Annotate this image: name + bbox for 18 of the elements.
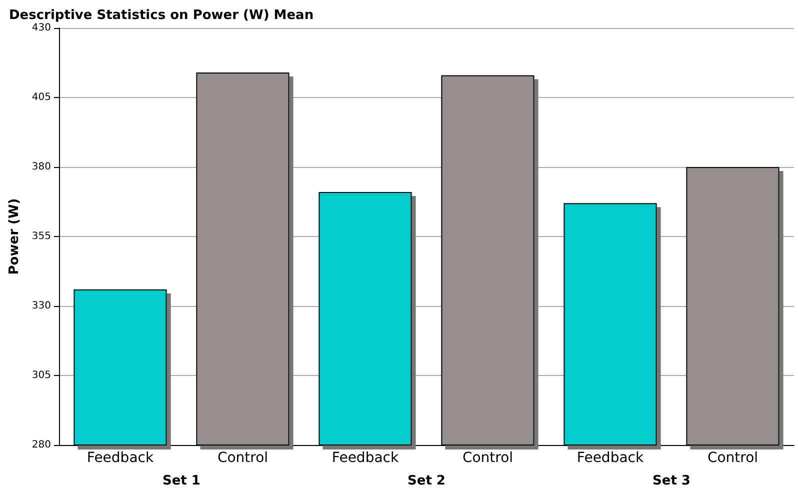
- y-tick-label: 405: [32, 92, 51, 103]
- text: Control: [462, 450, 514, 466]
- x-tick-label: Set 2: [408, 474, 446, 488]
- y-tick-label: 430: [32, 22, 51, 34]
- text: Feedback: [332, 450, 399, 466]
- x-tick-label: Set 3: [652, 474, 690, 488]
- y-tick-label: 330: [32, 300, 51, 312]
- y-tick-label: 280: [32, 440, 51, 450]
- y-axis-title: Power (W): [7, 198, 22, 275]
- series-label: Feedback: [86, 450, 154, 466]
- text: Feedback: [576, 450, 644, 466]
- y-tick-label: 380: [32, 162, 51, 172]
- series-label: Control: [217, 450, 268, 466]
- y-tick-label: 305: [32, 370, 51, 381]
- y-tick-label: 355: [32, 231, 51, 242]
- chart-title: Descriptive Statistics on Power (W) Mean: [9, 8, 314, 23]
- text: Control: [707, 450, 758, 466]
- x-tick-label: Set 1: [162, 474, 200, 488]
